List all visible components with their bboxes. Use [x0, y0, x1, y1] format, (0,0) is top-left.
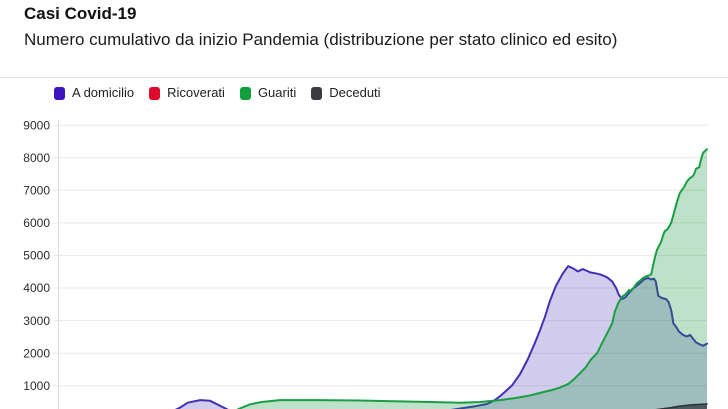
legend-item-guariti: Guariti [239, 85, 297, 101]
y-axis-tick-label: 1000 [23, 379, 50, 393]
header-divider [0, 77, 728, 78]
y-axis-tick-label: 4000 [23, 281, 50, 295]
y-axis-tick-label: 6000 [23, 216, 50, 230]
legend-swatch-deceduti-icon [311, 86, 323, 100]
y-axis-tick-label: 5000 [23, 249, 50, 263]
legend-label-a-domicilio: A domicilio [72, 85, 135, 100]
chart-title: Casi Covid-19 [24, 4, 137, 23]
chart-subtitle: Numero cumulativo da inizio Pandemia (di… [24, 30, 618, 49]
legend-label-guariti: Guariti [257, 85, 297, 100]
legend-swatch-a-domicilio-icon [54, 86, 65, 100]
y-axis-tick-label: 2000 [23, 346, 50, 360]
series-line-a-domicilio [174, 265, 708, 409]
legend-swatch-guariti-icon [239, 86, 251, 100]
series-area-a-domicilio [177, 266, 707, 409]
legend-item-a-domicilio: A domicilio [54, 85, 134, 101]
chart-plot-area: 1000 2000 3000 4000 5000 6000 7000 8000 9000 [0, 112, 728, 409]
legend-label-ricoverati: Ricoverati [167, 85, 225, 100]
legend-item-ricoverati: Ricoverati [149, 85, 225, 101]
series-line-guariti [236, 148, 708, 409]
chart-header: Casi Covid-19 Numero cumulativo da inizi… [24, 0, 714, 51]
y-axis-tick-label: 7000 [23, 184, 50, 198]
series-area-guariti [238, 149, 707, 409]
chart-legend: A domicilio Ricoverati Guariti Deceduti [54, 85, 381, 101]
y-axis-tick-label: 9000 [23, 118, 50, 132]
legend-label-deceduti: Deceduti [329, 85, 381, 100]
y-axis-tick-label: 3000 [23, 314, 50, 328]
y-axis-tick-label: 8000 [23, 151, 50, 165]
legend-item-deceduti: Deceduti [311, 85, 381, 101]
legend-swatch-ricoverati-icon [149, 86, 161, 100]
chart-svg: 1000 2000 3000 4000 5000 6000 7000 8000 9000 [23, 118, 708, 409]
